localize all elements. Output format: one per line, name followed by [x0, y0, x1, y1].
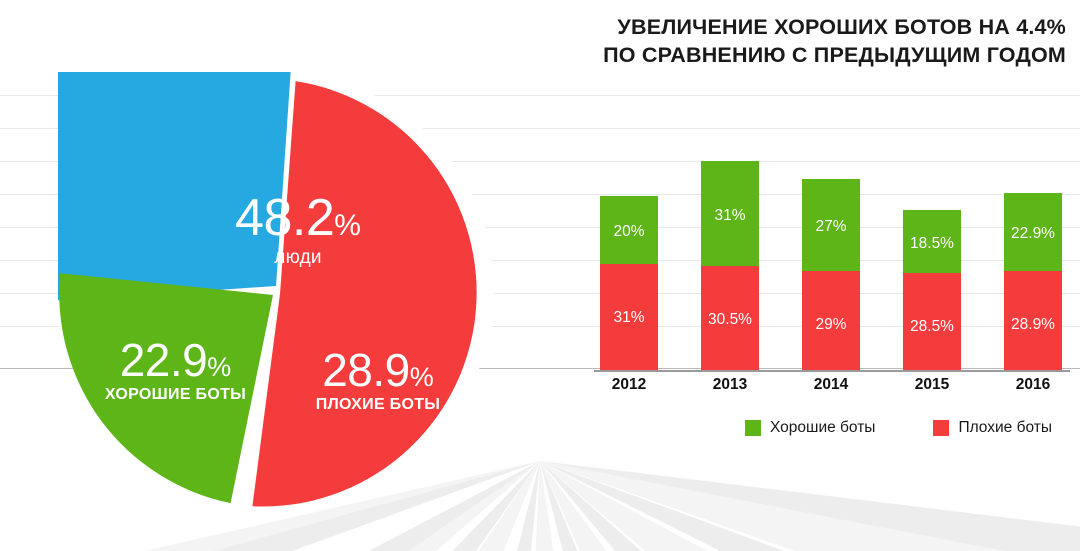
bar-segment-bad-2012[interactable]: 31%: [600, 264, 658, 370]
bar-value-good-2013: 31%: [714, 206, 746, 224]
bar-segment-bad-2013[interactable]: 30.5%: [701, 266, 759, 370]
bar-value-bad-2014: 29%: [815, 316, 847, 333]
pie-label-human: 48.2% люди: [158, 192, 438, 267]
x-tick-2016: 2016: [1015, 376, 1051, 393]
headline-line-2: ПО СРАВНЕНИЮ С ПРЕДЫДУЩИМ ГОДОМ: [603, 42, 1066, 67]
bar-value-good-2015: 18.5%: [910, 234, 954, 252]
bar-segment-good-2012[interactable]: 20%: [600, 196, 658, 264]
bar-value-good-2014: 27%: [815, 218, 847, 236]
pie-percent-symbol-human: %: [334, 209, 361, 242]
x-axis-tick-labels: 2012 2013 2014 2015 2016: [600, 376, 1062, 394]
x-tick-2013: 2013: [712, 376, 748, 393]
bar-value-good-2012: 20%: [613, 223, 645, 241]
pie-chart: 48.2% люди 22.9% ХОРОШИЕ БОТЫ 28.9% ПЛОХ…: [58, 72, 494, 508]
pie-percent-symbol-bad-bots: %: [409, 362, 434, 392]
chart-legend: Хорошие боты Плохие боты: [745, 419, 1052, 437]
bar-column-2016[interactable]: 22.9% 28.9%: [1004, 140, 1062, 370]
bar-column-2013[interactable]: 31% 30.5%: [701, 140, 759, 370]
bar-value-bad-2013: 30.5%: [708, 311, 752, 328]
bar-segment-bad-2014[interactable]: 29%: [802, 271, 860, 370]
legend-swatch-bad-icon: [933, 420, 950, 436]
pie-value-human: 48.2: [235, 189, 335, 247]
bar-segment-bad-2016[interactable]: 28.9%: [1004, 271, 1062, 370]
bar-segment-good-2015[interactable]: 18.5%: [903, 210, 961, 273]
pie-slice-human[interactable]: [58, 72, 291, 301]
legend-label-good-bots: Хорошие боты: [770, 419, 876, 436]
pie-label-good-bots: 22.9% ХОРОШИЕ БОТЫ: [68, 337, 283, 403]
bar-segment-good-2016[interactable]: 22.9%: [1004, 193, 1062, 271]
pie-value-bad-bots: 28.9: [322, 344, 410, 396]
legend-item-good-bots[interactable]: Хорошие боты: [745, 419, 875, 437]
x-tick-2012: 2012: [611, 376, 647, 393]
bar-value-bad-2012: 31%: [613, 309, 645, 326]
pie-slice-bad-bots[interactable]: [252, 81, 477, 507]
pie-name-human: люди: [274, 247, 322, 268]
bar-column-2015[interactable]: 18.5% 28.5%: [903, 140, 961, 370]
pie-percent-symbol-good-bots: %: [207, 352, 232, 382]
x-axis-line: [594, 370, 1070, 372]
pie-slice-good-bots[interactable]: [59, 273, 274, 504]
bar-column-2012[interactable]: 20% 31%: [600, 140, 658, 370]
x-tick-2015: 2015: [914, 376, 950, 393]
headline-line-1: УВЕЛИЧЕНИЕ ХОРОШИХ БОТОВ НА 4.4%: [617, 15, 1066, 39]
pie-name-bad-bots: ПЛОХИЕ БОТЫ: [315, 396, 441, 413]
bar-segment-good-2014[interactable]: 27%: [802, 179, 860, 271]
headline: УВЕЛИЧЕНИЕ ХОРОШИХ БОТОВ НА 4.4% ПО СРАВ…: [536, 14, 1066, 69]
x-tick-2014: 2014: [813, 376, 849, 393]
bar-segment-good-2013[interactable]: 31%: [701, 161, 759, 266]
legend-swatch-good-icon: [745, 420, 761, 436]
bar-segment-bad-2015[interactable]: 28.5%: [903, 273, 961, 370]
legend-label-bad-bots: Плохие боты: [958, 419, 1052, 436]
bar-value-bad-2016: 28.9%: [1011, 316, 1055, 333]
bars-area: 20% 31% 31% 30.5% 27% 29%: [600, 140, 1062, 370]
stacked-bar-chart: 20% 31% 31% 30.5% 27% 29%: [560, 140, 1070, 395]
bar-value-good-2016: 22.9%: [1011, 225, 1055, 243]
pie-name-good-bots: ХОРОШИЕ БОТЫ: [104, 386, 247, 403]
bar-column-2014[interactable]: 27% 29%: [802, 140, 860, 370]
pie-label-bad-bots: 28.9% ПЛОХИЕ БОТЫ: [278, 347, 478, 413]
pie-value-good-bots: 22.9: [119, 334, 208, 386]
legend-item-bad-bots[interactable]: Плохие боты: [933, 419, 1052, 437]
bar-value-bad-2015: 28.5%: [910, 318, 954, 335]
pie-chart-svg: [58, 72, 494, 508]
